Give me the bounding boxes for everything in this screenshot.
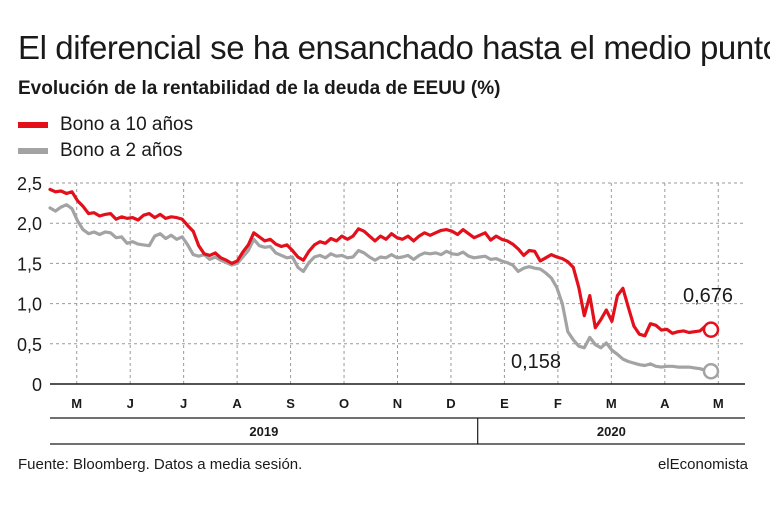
y-tick-label: 0,5 (17, 335, 42, 355)
year-label-2019: 2019 (249, 424, 278, 439)
y-tick-label: 1,0 (17, 295, 42, 315)
x-tick-label: M (606, 396, 617, 411)
chart-title: El diferencial se ha ensanchado hasta el… (18, 29, 770, 66)
x-tick-label: O (339, 396, 349, 411)
y-tick-label: 2,5 (17, 174, 42, 194)
x-tick-label: J (180, 396, 187, 411)
series-line-10y (48, 187, 713, 338)
x-tick-label: F (554, 396, 562, 411)
year-label-2020: 2020 (597, 424, 626, 439)
annotation-2y-last: 0,158 (511, 351, 561, 373)
legend-label-10y: Bono a 10 años (60, 114, 194, 135)
x-tick-label: A (232, 396, 242, 411)
x-tick-label: D (446, 396, 455, 411)
legend-item-10y: Bono a 10 años (18, 112, 193, 138)
x-tick-label: N (393, 396, 402, 411)
legend-swatch-10y (18, 122, 48, 128)
y-tick-label: 0 (32, 375, 42, 395)
series-line-2y (48, 203, 713, 373)
x-tick-label: E (500, 396, 509, 411)
legend-swatch-2y (18, 148, 48, 154)
chart-legend: Bono a 10 años Bono a 2 años (18, 112, 193, 164)
x-tick-label: M (71, 396, 82, 411)
legend-item-2y: Bono a 2 años (18, 138, 193, 164)
end-marker-10y (702, 321, 720, 338)
y-tick-label: 2,0 (17, 214, 42, 234)
x-tick-label: A (660, 396, 670, 411)
x-tick-label: J (127, 396, 134, 411)
y-tick-label: 1,5 (17, 254, 42, 274)
brand-credit: elEconomista (657, 456, 748, 473)
x-tick-label: S (286, 396, 295, 411)
annotation-10y-last: 0,676 (683, 285, 733, 307)
chart-subtitle: Evolución de la rentabilidad de la deuda… (18, 78, 501, 99)
end-marker-2y (702, 363, 720, 380)
x-tick-label: M (713, 396, 724, 411)
legend-label-2y: Bono a 2 años (60, 140, 183, 161)
source-note: Fuente: Bloomberg. Datos a media sesión. (18, 456, 303, 473)
